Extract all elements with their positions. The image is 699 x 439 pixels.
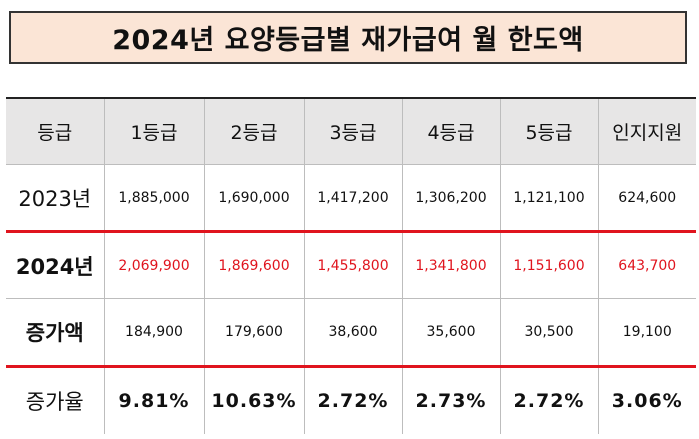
table-cell: 38,600 bbox=[303, 298, 403, 368]
table-cell: 179,600 bbox=[203, 298, 305, 368]
table-cell: 1,455,800 bbox=[303, 231, 403, 299]
header-cell-grade-4: 4등급 bbox=[401, 97, 501, 165]
table-row-2023: 2023년 1,885,000 1,690,000 1,417,200 1,30… bbox=[6, 164, 696, 233]
table-cell: 1,885,000 bbox=[103, 164, 205, 233]
table-cell: 643,700 bbox=[597, 231, 696, 299]
limit-table: 등급 1등급 2등급 3등급 4등급 5등급 인지지원 2023년 1,885,… bbox=[6, 97, 696, 434]
row-label-increase-rate: 증가율 bbox=[6, 366, 105, 434]
table-cell: 2,069,900 bbox=[103, 231, 205, 299]
table-cell: 2.73% bbox=[401, 366, 501, 434]
table-cell: 2.72% bbox=[303, 366, 403, 434]
header-cell-grade: 등급 bbox=[6, 97, 105, 165]
header-cell-grade-3: 3등급 bbox=[303, 97, 403, 165]
table-row-increase-rate: 증가율 9.81% 10.63% 2.72% 2.73% 2.72% 3.06% bbox=[6, 366, 696, 434]
table-cell: 19,100 bbox=[597, 298, 696, 368]
table-cell: 9.81% bbox=[103, 366, 205, 434]
table-cell: 30,500 bbox=[499, 298, 599, 368]
row-label-2023: 2023년 bbox=[6, 164, 105, 233]
table-cell: 1,121,100 bbox=[499, 164, 599, 233]
table-cell: 2.72% bbox=[499, 366, 599, 434]
table-cell: 10.63% bbox=[203, 366, 305, 434]
table-cell: 3.06% bbox=[597, 366, 696, 434]
header-cell-grade-5: 5등급 bbox=[499, 97, 599, 165]
header-cell-grade-1: 1등급 bbox=[103, 97, 205, 165]
table-cell: 624,600 bbox=[597, 164, 696, 233]
header-cell-cognitive-support: 인지지원 bbox=[597, 97, 696, 165]
page-title: 2024년 요양등급별 재가급여 월 한도액 bbox=[9, 11, 687, 64]
table-row-increase-amount: 증가액 184,900 179,600 38,600 35,600 30,500… bbox=[6, 298, 696, 368]
table-cell: 1,869,600 bbox=[203, 231, 305, 299]
header-cell-grade-2: 2등급 bbox=[203, 97, 305, 165]
table-cell: 1,341,800 bbox=[401, 231, 501, 299]
table-cell: 184,900 bbox=[103, 298, 205, 368]
table-row-2024: 2024년 2,069,900 1,869,600 1,455,800 1,34… bbox=[6, 231, 696, 299]
row-label-2024: 2024년 bbox=[6, 231, 105, 299]
table-header-row: 등급 1등급 2등급 3등급 4등급 5등급 인지지원 bbox=[6, 97, 696, 165]
table-cell: 1,417,200 bbox=[303, 164, 403, 233]
table-cell: 35,600 bbox=[401, 298, 501, 368]
table-cell: 1,306,200 bbox=[401, 164, 501, 233]
table-cell: 1,151,600 bbox=[499, 231, 599, 299]
table-cell: 1,690,000 bbox=[203, 164, 305, 233]
row-label-increase-amount: 증가액 bbox=[6, 298, 105, 368]
